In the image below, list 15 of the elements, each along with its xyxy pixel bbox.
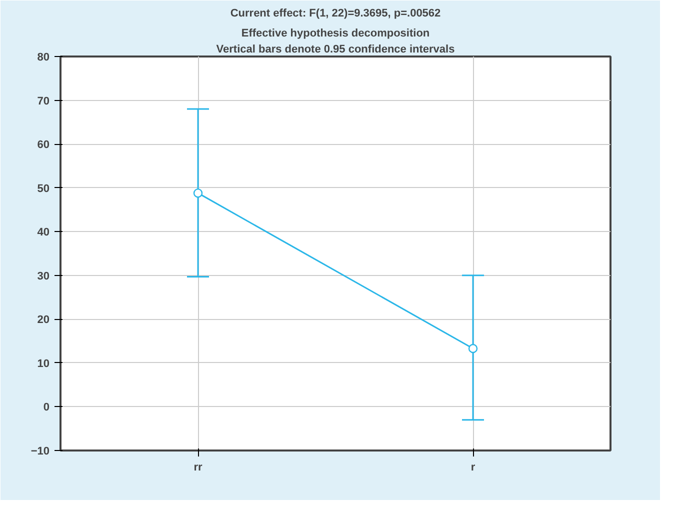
y-tick-label: −10 bbox=[30, 446, 50, 458]
x-tick-label: rr bbox=[194, 462, 203, 474]
y-tick-label: 80 bbox=[37, 52, 50, 64]
x-tick-label: r bbox=[470, 462, 476, 474]
chart-title: Current effect: F(1, 22)=9.3695, p=.00562 bbox=[230, 8, 441, 20]
text: Vertical bars denote 0.95 confidence intervals bbox=[216, 44, 455, 56]
y-tick-label: 70 bbox=[37, 95, 50, 108]
y-tick-label: 60 bbox=[37, 139, 50, 152]
y-tick-label: 10 bbox=[37, 358, 50, 370]
y-tick-label: 0 bbox=[43, 402, 50, 414]
y-tick-label: 30 bbox=[37, 270, 50, 282]
y-tick-label: 20 bbox=[37, 314, 50, 326]
chart-subtitle: Effective hypothesis decomposition bbox=[241, 28, 430, 40]
y-tick-label: 40 bbox=[37, 226, 50, 239]
y-tick-label: 50 bbox=[37, 182, 50, 195]
